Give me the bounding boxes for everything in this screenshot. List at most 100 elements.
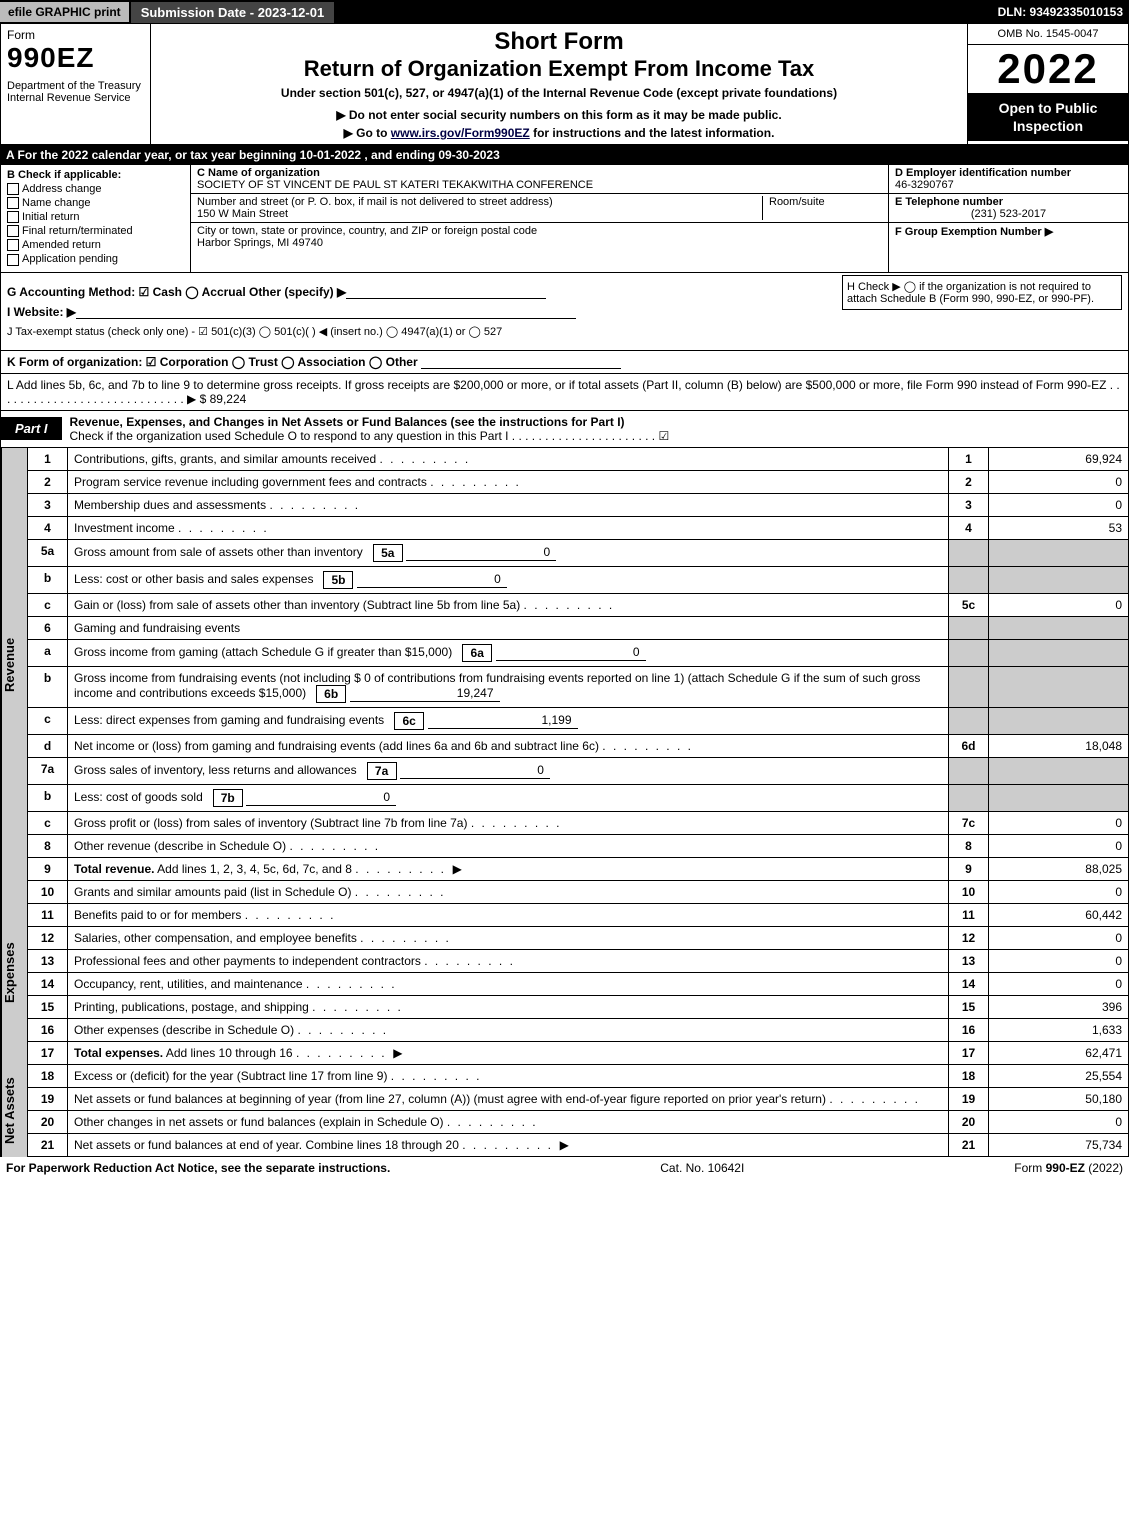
form-title-1: Short Form [155,28,963,56]
line-desc: Grants and similar amounts paid (list in… [68,881,949,904]
footer-right: Form 990-EZ (2022) [1014,1161,1123,1175]
footer-center: Cat. No. 10642I [660,1161,744,1175]
sub3-post: for instructions and the latest informat… [530,126,775,140]
table-row: aGross income from gaming (attach Schedu… [28,639,1129,666]
line-ref: 19 [949,1087,989,1110]
tax-year: 2022 [968,45,1128,93]
line-ref: 15 [949,995,989,1018]
d-label: D Employer identification number [895,167,1122,179]
line-number: 9 [28,857,68,880]
line-ref: 21 [949,1133,989,1156]
line-value [989,784,1129,811]
org-city: Harbor Springs, MI 49740 [197,237,882,249]
section-ghij: H Check ▶ ◯ if the organization is not r… [0,273,1129,351]
line-desc: Net assets or fund balances at end of ye… [68,1133,949,1156]
chk-amended-return[interactable]: Amended return [7,239,184,251]
expenses-side-label: Expenses [1,881,27,1065]
line-ref: 16 [949,1018,989,1041]
footer-left: For Paperwork Reduction Act Notice, see … [6,1161,390,1175]
line-desc: Other revenue (describe in Schedule O) [68,834,949,857]
table-row: 18Excess or (deficit) for the year (Subt… [28,1065,1129,1088]
table-row: cGain or (loss) from sale of assets othe… [28,593,1129,616]
line-ref: 1 [949,448,989,471]
part1-title: Revenue, Expenses, and Changes in Net As… [62,411,1128,447]
line-desc: Excess or (deficit) for the year (Subtra… [68,1065,949,1088]
table-row: 15Printing, publications, postage, and s… [28,995,1129,1018]
room-label: Room/suite [769,196,882,208]
form-title-2: Return of Organization Exempt From Incom… [155,56,963,82]
form-title-block: Short Form Return of Organization Exempt… [151,24,968,144]
table-row: 3Membership dues and assessments 30 [28,493,1129,516]
table-row: 21Net assets or fund balances at end of … [28,1133,1129,1156]
table-row: 17Total expenses. Add lines 10 through 1… [28,1041,1129,1064]
line-desc: Occupancy, rent, utilities, and maintena… [68,972,949,995]
line-desc: Less: direct expenses from gaming and fu… [68,707,949,734]
line-value: 18,048 [989,734,1129,757]
k-form-org: K Form of organization: ☑ Corporation ◯ … [7,355,418,369]
sub3-pre: ▶ Go to [344,126,391,140]
line-desc: Gross income from fundraising events (no… [68,666,949,707]
line-ref [949,566,989,593]
line-value [989,539,1129,566]
chk-application-pending[interactable]: Application pending [7,253,184,265]
form-header: Form 990EZ Department of the Treasury In… [0,24,1129,145]
h-schedule-b-box: H Check ▶ ◯ if the organization is not r… [842,275,1122,310]
form-link-line: ▶ Go to www.irs.gov/Form990EZ for instru… [155,126,963,140]
line-ref [949,639,989,666]
g-blank [346,287,546,299]
line-ref: 5c [949,593,989,616]
efile-print-button[interactable]: efile GRAPHIC print [0,2,129,22]
irs-link[interactable]: www.irs.gov/Form990EZ [391,126,530,140]
submission-date-label: Submission Date - 2023-12-01 [131,2,335,23]
line-value [989,666,1129,707]
table-row: 14Occupancy, rent, utilities, and mainte… [28,972,1129,995]
line-value: 0 [989,811,1129,834]
line-number: 14 [28,972,68,995]
line-value: 62,471 [989,1041,1129,1064]
line-number: c [28,707,68,734]
line-number: d [28,734,68,757]
part1-header: Part I Revenue, Expenses, and Changes in… [0,411,1129,448]
l-value: 89,224 [210,392,247,406]
expenses-section: Expenses 10Grants and similar amounts pa… [0,881,1129,1065]
line-number: b [28,566,68,593]
part1-check: Check if the organization used Schedule … [70,429,670,443]
chk-name-change[interactable]: Name change [7,197,184,209]
chk-final-return[interactable]: Final return/terminated [7,225,184,237]
table-row: 8Other revenue (describe in Schedule O) … [28,834,1129,857]
chk-initial-return[interactable]: Initial return [7,211,184,223]
ein-value: 46-3290767 [895,179,1122,191]
line-ref: 17 [949,1041,989,1064]
line-ref: 14 [949,972,989,995]
line-number: 5a [28,539,68,566]
b-label: B Check if applicable: [7,169,184,181]
f-label: F Group Exemption Number ▶ [895,225,1122,238]
line-value: 69,924 [989,448,1129,471]
line-ref: 7c [949,811,989,834]
line-ref [949,784,989,811]
i-blank [76,307,576,319]
line-value: 0 [989,926,1129,949]
chk-address-change[interactable]: Address change [7,183,184,195]
line-value: 50,180 [989,1087,1129,1110]
line-number: 2 [28,470,68,493]
table-row: 1Contributions, gifts, grants, and simil… [28,448,1129,471]
org-street: 150 W Main Street [197,208,762,220]
line-desc: Salaries, other compensation, and employ… [68,926,949,949]
table-row: 7aGross sales of inventory, less returns… [28,757,1129,784]
section-k: K Form of organization: ☑ Corporation ◯ … [0,351,1129,374]
k-blank [421,357,621,369]
line-ref: 20 [949,1110,989,1133]
line-desc: Total expenses. Add lines 10 through 16 … [68,1041,949,1064]
table-row: 4Investment income 453 [28,516,1129,539]
line-value [989,707,1129,734]
line-number: 20 [28,1110,68,1133]
line-number: 11 [28,903,68,926]
table-row: 13Professional fees and other payments t… [28,949,1129,972]
line-desc: Gross sales of inventory, less returns a… [68,757,949,784]
line-number: 6 [28,616,68,639]
line-ref: 9 [949,857,989,880]
table-row: dNet income or (loss) from gaming and fu… [28,734,1129,757]
line-desc: Membership dues and assessments [68,493,949,516]
form-word: Form [7,28,144,42]
